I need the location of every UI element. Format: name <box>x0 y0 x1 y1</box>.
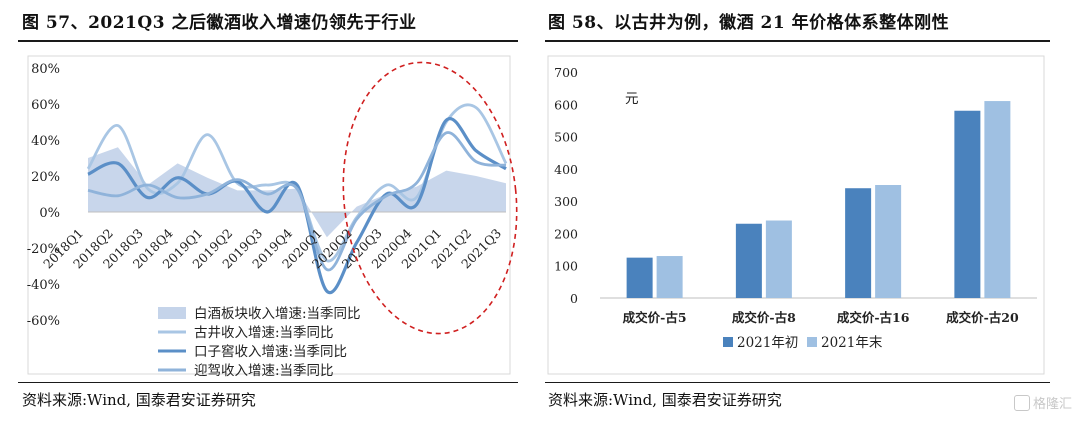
right-figure-title: 图 58、以古井为例，徽酒 21 年价格体系整体刚性 <box>548 13 950 33</box>
watermark-icon <box>1013 395 1030 411</box>
y-tick-label: 400 <box>554 162 578 177</box>
series-line-yingjia <box>87 131 507 272</box>
bar-end-2021 <box>765 220 792 298</box>
chart-frame <box>547 55 1045 375</box>
line-chart-panel: -60% -40% -20% 0% 20% 40% 60% 80% 2018Q1 2018Q2 20… <box>18 48 518 382</box>
y-tick-label: 700 <box>554 65 578 80</box>
y-tick-label: 200 <box>554 226 578 241</box>
watermark-text: 格隆汇 <box>1032 397 1072 412</box>
y-tick-label: 20% <box>31 170 60 185</box>
y-tick-label: 0% <box>39 206 60 221</box>
right-source-note: 资料来源:Wind, 国泰君安证券研究 <box>548 391 782 409</box>
legend-swatch <box>158 307 186 319</box>
bar-start-2021 <box>954 110 981 298</box>
y-tick-label: 0 <box>570 291 578 306</box>
line-chart: -60%-40%-20%0%20%40%60%80%2018Q12018Q220… <box>27 55 518 379</box>
legend-swatch <box>807 337 817 347</box>
legend-label: 2021年末 <box>821 335 883 351</box>
left-source-note: 资料来源:Wind, 国泰君安证券研究 <box>22 391 256 409</box>
y-tick-label: 100 <box>554 259 578 274</box>
left-figure-title: 图 57、2021Q3 之后徽酒收入增速仍领先于行业 <box>22 13 417 33</box>
bar-end-2021 <box>875 185 902 298</box>
right-title-rule <box>545 40 1050 42</box>
x-category-label: 成交价-古16 <box>837 310 910 325</box>
bar-start-2021 <box>845 188 872 298</box>
y-tick-label: -60% <box>27 314 60 329</box>
x-category-label: 成交价-古20 <box>946 310 1019 325</box>
legend-swatch <box>723 337 733 347</box>
legend-label: 古井收入增速:当季同比 <box>194 325 334 341</box>
y-tick-label: -40% <box>27 278 60 293</box>
y-tick-label: 80% <box>31 62 60 77</box>
y-tick-label: 300 <box>554 194 578 209</box>
y-tick-label: 60% <box>31 98 60 113</box>
y-tick-label: 40% <box>31 134 60 149</box>
chart-frame <box>27 55 511 375</box>
watermark-logo: 格隆汇 <box>1013 393 1072 412</box>
bar-end-2021 <box>656 256 683 298</box>
legend-label: 白酒板块收入增速:当季同比 <box>194 306 361 322</box>
highlight-ellipse <box>342 61 518 335</box>
left-bottom-rule <box>18 382 518 383</box>
bar-chart-panel: 0 100 200 300 400 500 600 700 元成交价-古5 成交价-古8 成交价-古… <box>545 48 1050 382</box>
y-tick-label: 500 <box>554 130 578 145</box>
legend-label: 迎驾收入增速:当季同比 <box>194 363 334 378</box>
bar-start-2021 <box>626 257 653 298</box>
legend-label: 2021年初 <box>737 334 798 351</box>
left-title-rule <box>18 40 518 42</box>
y-tick-label: -20% <box>27 242 60 257</box>
y-tick-label: 600 <box>554 97 578 112</box>
legend-label: 口子窖收入增速:当季同比 <box>194 343 347 360</box>
y-axis-unit: 元 <box>625 91 639 107</box>
bar-end-2021 <box>984 101 1011 298</box>
series-area-baijiu <box>88 147 506 238</box>
x-category-label: 成交价-古8 <box>732 310 796 325</box>
x-category-label: 成交价-古5 <box>623 310 687 325</box>
right-bottom-rule <box>545 382 1050 383</box>
bar-start-2021 <box>735 223 762 298</box>
